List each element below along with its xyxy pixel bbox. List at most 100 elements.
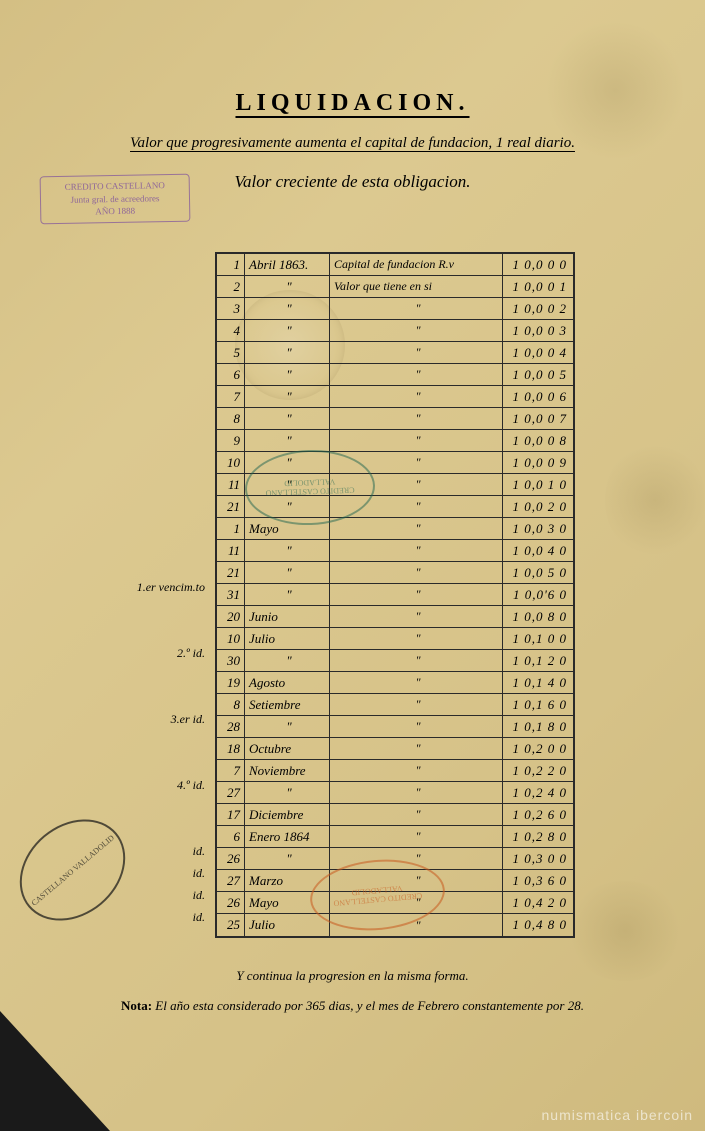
paper-stain [605,440,705,560]
value-cell: 1 0,4 2 0 [503,892,573,913]
desc-cell: " [330,320,503,341]
month-cell: " [245,364,330,385]
value-cell: 1 0,2 0 0 [503,738,573,759]
margin-note: id. [125,910,205,925]
table-row: 3""1 0,0 0 2 [217,298,573,320]
paper-stain [565,881,685,981]
margin-note: id. [125,888,205,903]
stamp-line: AÑO 1888 [41,204,189,219]
value-cell: 1 0,3 6 0 [503,870,573,891]
margin-note: 4.º id. [125,778,205,793]
value-cell: 1 0,0 0 2 [503,298,573,319]
desc-cell: " [330,562,503,583]
day-cell: 3 [217,298,245,319]
value-cell: 1 0,0 0 1 [503,276,573,297]
desc-cell: Valor que tiene en si [330,276,503,297]
table-row: 9""1 0,0 0 8 [217,430,573,452]
value-cell: 1 0,0 0 8 [503,430,573,451]
day-cell: 25 [217,914,245,936]
value-cell: 1 0,2 4 0 [503,782,573,803]
value-cell: 1 0,1 8 0 [503,716,573,737]
watermark-text: numismatica ibercoin [542,1107,694,1123]
margin-note: id. [125,866,205,881]
table-row: 8""1 0,0 0 7 [217,408,573,430]
day-cell: 11 [217,474,245,495]
value-cell: 1 0,0 0 7 [503,408,573,429]
value-cell: 1 0,0 2 0 [503,496,573,517]
month-cell: Setiembre [245,694,330,715]
table-row: 11""1 0,0 4 0 [217,540,573,562]
table-row: 20Junio"1 0,0 8 0 [217,606,573,628]
value-cell: 1 0,0 1 0 [503,474,573,495]
month-cell: " [245,650,330,671]
month-cell: " [245,276,330,297]
day-cell: 10 [217,452,245,473]
day-cell: 4 [217,320,245,341]
day-cell: 30 [217,650,245,671]
month-cell: " [245,342,330,363]
month-cell: Julio [245,914,330,936]
table-row: 1Mayo"1 0,0 3 0 [217,518,573,540]
document-page: LIQUIDACION. Valor que progresivamente a… [0,0,705,1131]
month-cell: " [245,584,330,605]
month-cell: " [245,540,330,561]
day-cell: 6 [217,364,245,385]
desc-cell: " [330,386,503,407]
month-cell: Agosto [245,672,330,693]
desc-cell: " [330,826,503,847]
value-cell: 1 0,0'6 0 [503,584,573,605]
table-row: 6""1 0,0 0 5 [217,364,573,386]
nota-label: Nota: [121,998,152,1013]
desc-cell: " [330,584,503,605]
footer-note-1: Y continua la progresion en la misma for… [0,968,705,984]
month-cell: " [245,430,330,451]
table-row: 27""1 0,2 4 0 [217,782,573,804]
desc-cell: " [330,804,503,825]
table-row: 19Agosto"1 0,1 4 0 [217,672,573,694]
month-cell: Noviembre [245,760,330,781]
month-cell: " [245,408,330,429]
value-cell: 1 0,3 0 0 [503,848,573,869]
table-row: 7""1 0,0 0 6 [217,386,573,408]
value-cell: 1 0,1 4 0 [503,672,573,693]
value-cell: 1 0,0 0 4 [503,342,573,363]
day-cell: 26 [217,892,245,913]
day-cell: 19 [217,672,245,693]
day-cell: 18 [217,738,245,759]
desc-cell: " [330,650,503,671]
desc-cell: " [330,782,503,803]
table-row: 17Diciembre"1 0,2 6 0 [217,804,573,826]
month-cell: Julio [245,628,330,649]
value-cell: 1 0,0 3 0 [503,518,573,539]
table-row: 8Setiembre"1 0,1 6 0 [217,694,573,716]
table-row: 6Enero 1864"1 0,2 8 0 [217,826,573,848]
table-row: 21""1 0,0 5 0 [217,562,573,584]
day-cell: 27 [217,870,245,891]
table-row: 7Noviembre"1 0,2 2 0 [217,760,573,782]
day-cell: 26 [217,848,245,869]
day-cell: 1 [217,518,245,539]
desc-cell: " [330,540,503,561]
day-cell: 27 [217,782,245,803]
day-cell: 8 [217,408,245,429]
value-cell: 1 0,0 0 3 [503,320,573,341]
table-row: 28""1 0,1 8 0 [217,716,573,738]
month-cell: " [245,562,330,583]
nota-text: El año esta considerado por 365 dias, y … [152,998,584,1013]
month-cell: Diciembre [245,804,330,825]
value-cell: 1 0,2 6 0 [503,804,573,825]
day-cell: 10 [217,628,245,649]
table-row: 2"Valor que tiene en si1 0,0 0 1 [217,276,573,298]
desc-cell: " [330,430,503,451]
black-oval-stamp: CASTELLANO VALLADOLID [0,799,145,942]
month-cell: Enero 1864 [245,826,330,847]
value-cell: 1 0,0 4 0 [503,540,573,561]
value-cell: 1 0,2 8 0 [503,826,573,847]
desc-cell: " [330,694,503,715]
table-row: 31""1 0,0'6 0 [217,584,573,606]
value-cell: 1 0,0 8 0 [503,606,573,627]
value-cell: 1 0,1 6 0 [503,694,573,715]
desc-cell: " [330,298,503,319]
paper-stain [545,20,685,160]
day-cell: 5 [217,342,245,363]
